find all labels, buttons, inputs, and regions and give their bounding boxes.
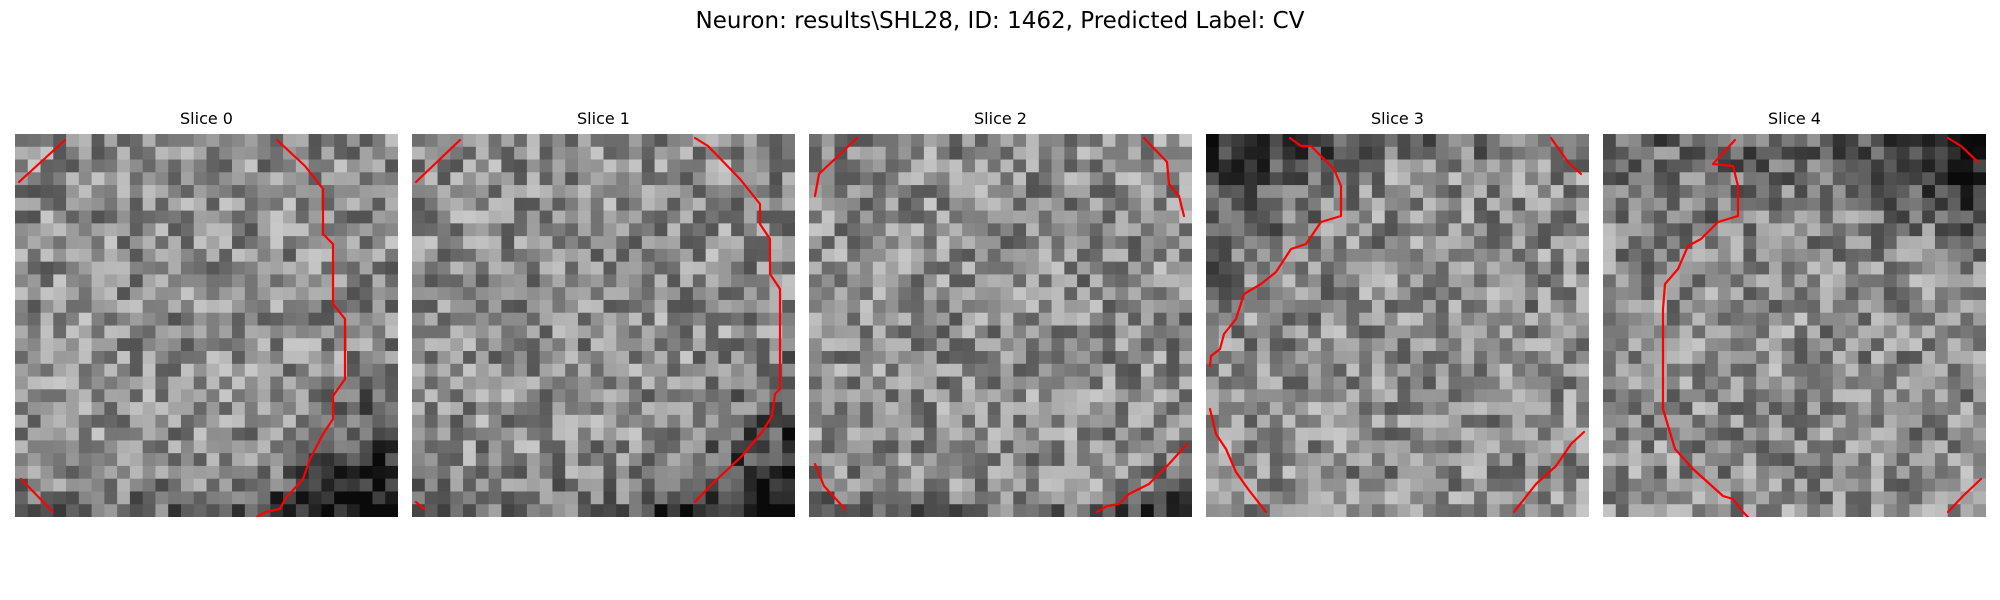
slice-panel-4: Slice 4 xyxy=(1603,108,1986,517)
slice-panel-2: Slice 2 xyxy=(809,108,1192,517)
slice-title: Slice 4 xyxy=(1768,109,1821,128)
slice-panel-3: Slice 3 xyxy=(1206,108,1589,517)
slice-title: Slice 0 xyxy=(180,109,233,128)
contour-line xyxy=(17,138,67,184)
contour-line xyxy=(1946,477,1983,514)
slice-panel-0: Slice 0 xyxy=(15,108,398,517)
contour-line xyxy=(19,477,55,514)
contour-line xyxy=(1512,430,1586,514)
contour-line xyxy=(1095,442,1189,514)
contour-line xyxy=(1208,136,1343,368)
figure-title: Neuron: results\SHL28, ID: 1462, Predict… xyxy=(695,8,1305,34)
contour-line xyxy=(1661,162,1750,517)
slice-panel-1: Slice 1 xyxy=(412,108,795,517)
slice-image-2 xyxy=(809,134,1192,517)
contour-line xyxy=(1208,407,1268,514)
contour-line xyxy=(1711,138,1737,166)
contour-line xyxy=(813,136,859,198)
contour-line xyxy=(693,136,782,504)
slice-title: Slice 1 xyxy=(577,109,630,128)
slice-title: Slice 3 xyxy=(1371,109,1424,128)
contour-line xyxy=(1142,136,1186,218)
slice-image-0 xyxy=(15,134,398,517)
contour-line xyxy=(414,500,426,511)
slice-image-1 xyxy=(412,134,795,517)
contour-line xyxy=(1549,136,1583,176)
slice-image-3 xyxy=(1206,134,1589,517)
slice-title: Slice 2 xyxy=(974,109,1027,128)
contour-line xyxy=(414,138,462,184)
contour-line xyxy=(813,462,847,511)
slice-image-4 xyxy=(1603,134,1986,517)
contour-line xyxy=(255,138,347,517)
contour-line xyxy=(1946,136,1980,164)
